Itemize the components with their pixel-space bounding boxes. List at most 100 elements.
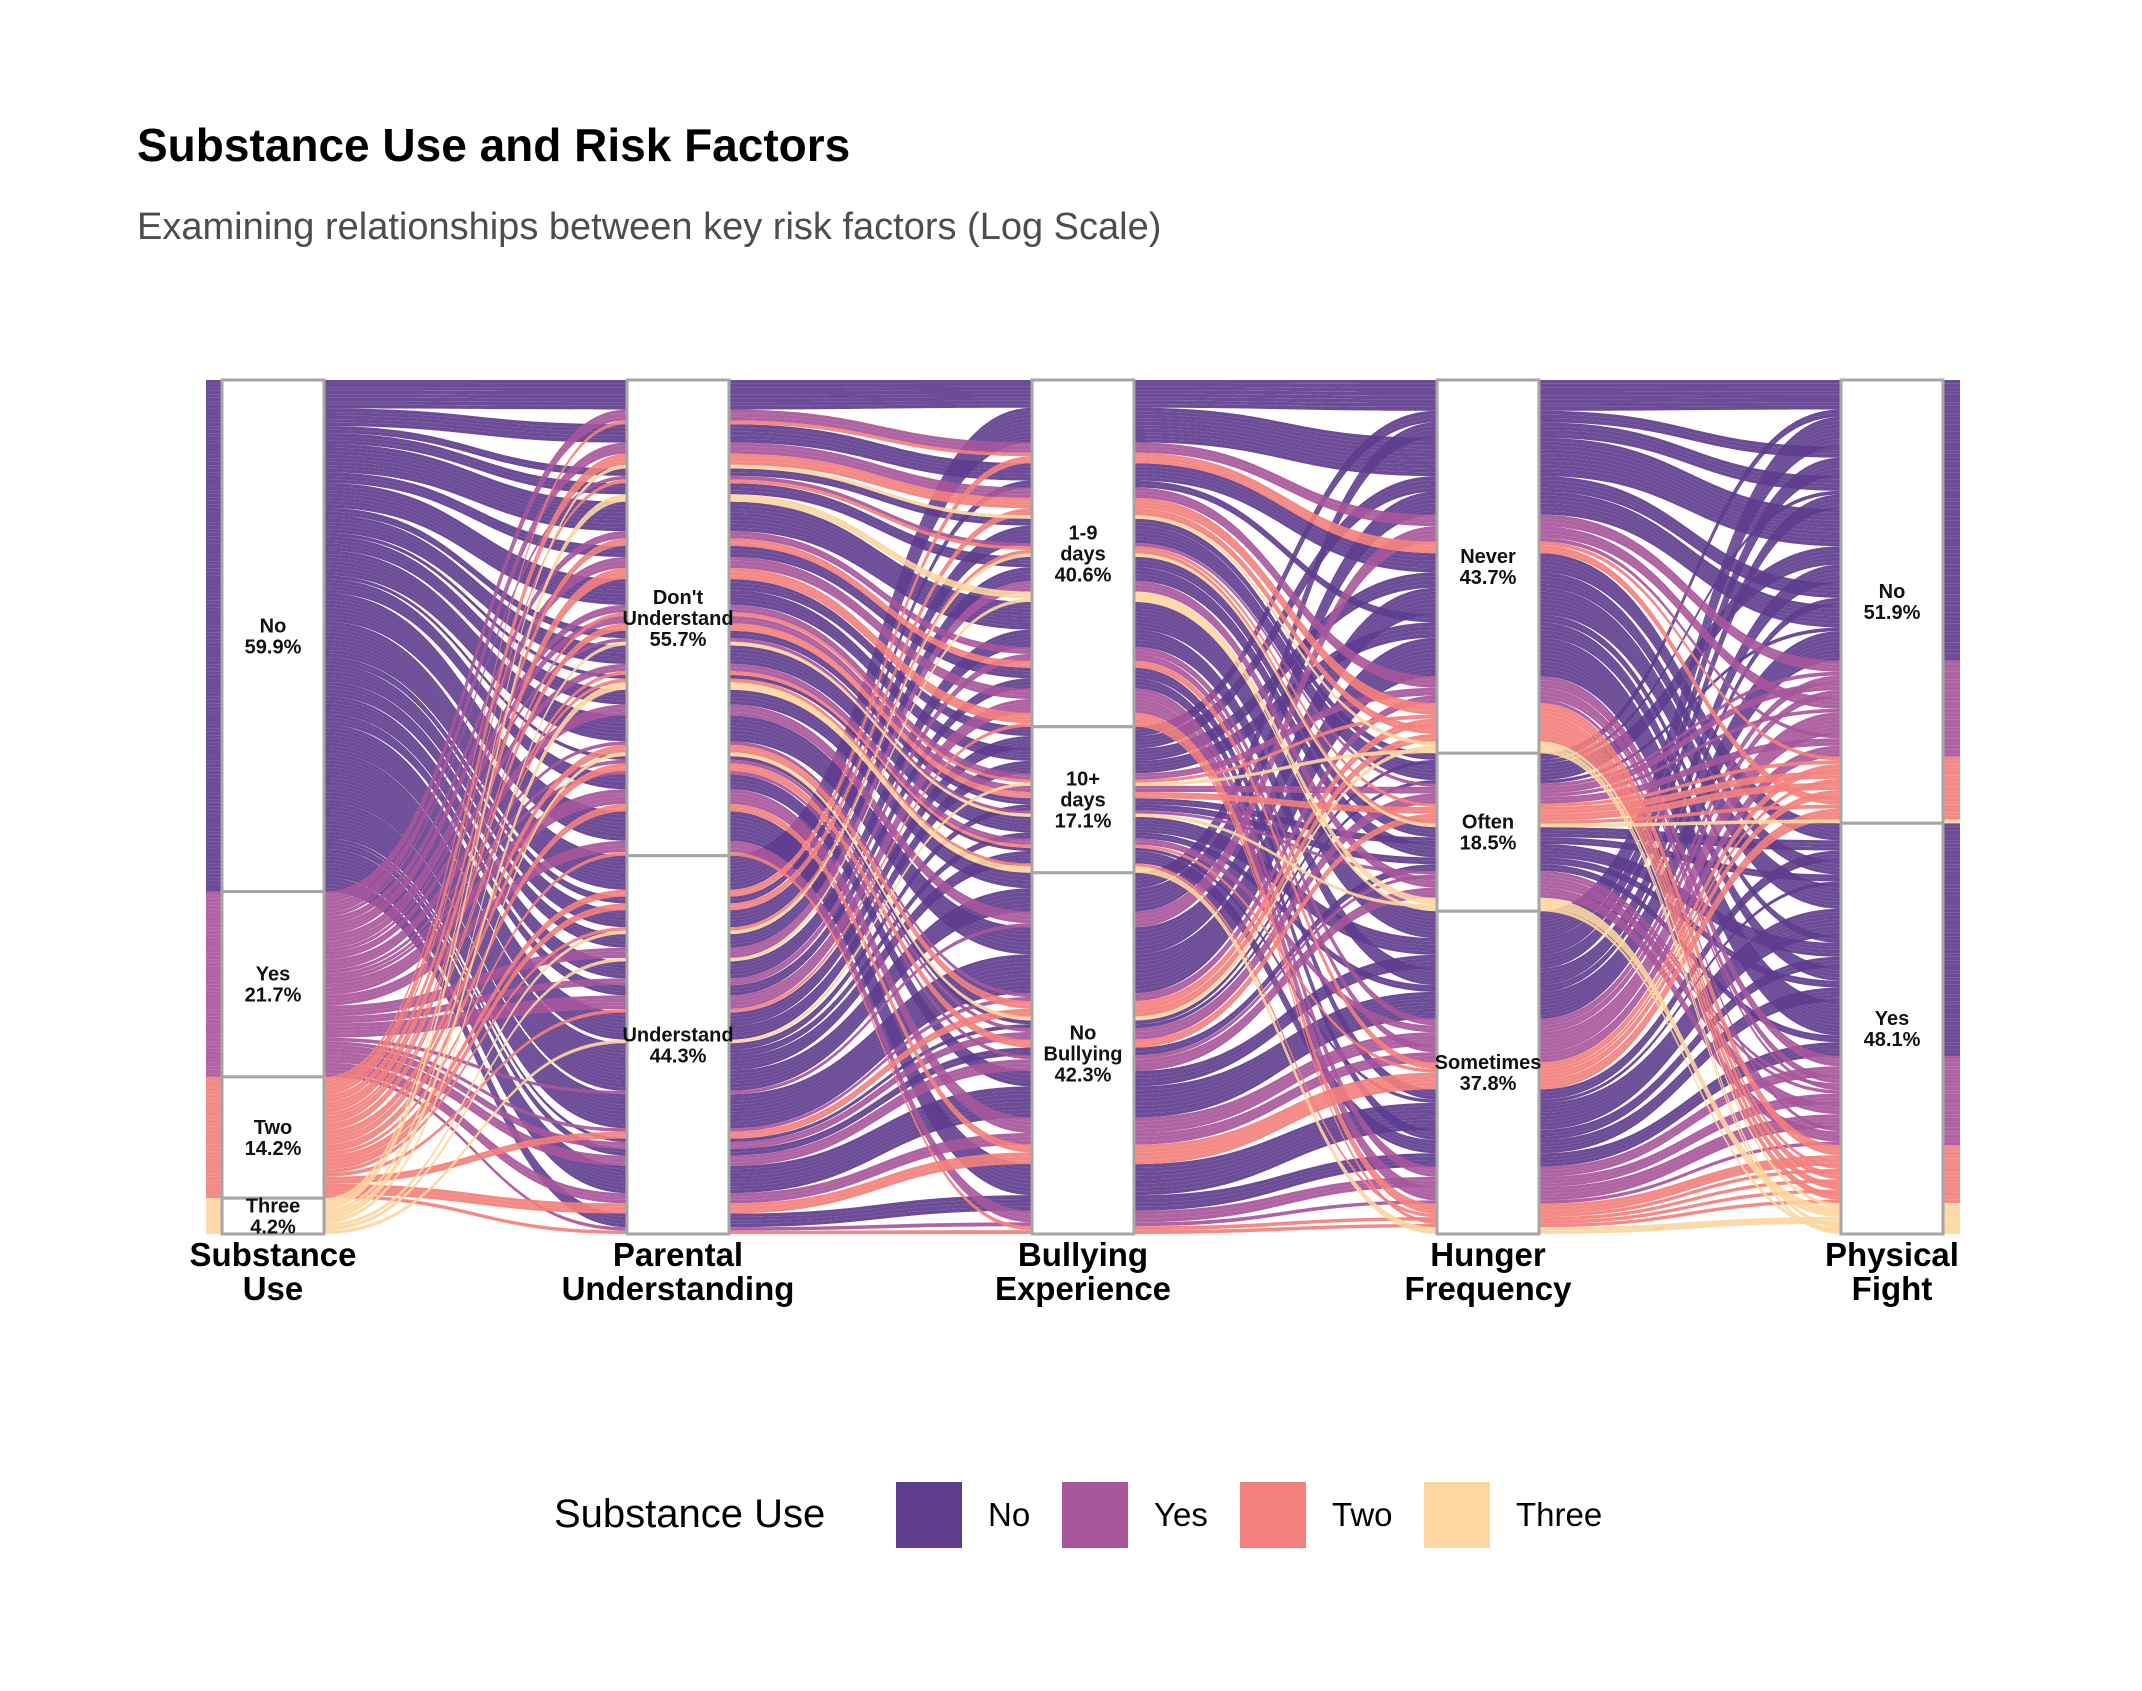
flow-ribbon [1134, 650, 1437, 1026]
edge-band [1943, 435, 1960, 440]
flow-ribbon [324, 575, 627, 760]
edge-band [1943, 524, 1960, 528]
flow-ribbon [324, 494, 627, 1206]
flow-ribbon [1134, 390, 1437, 396]
flow-ribbon [324, 450, 627, 913]
flow-ribbon [324, 1037, 627, 1095]
edge-band [1943, 1035, 1960, 1039]
edge-band [206, 756, 222, 761]
stratum-label: No 59.9% [245, 615, 302, 658]
edge-band [206, 831, 222, 835]
flow-ribbon [729, 789, 1032, 1122]
flow-ribbon [1134, 501, 1437, 711]
edge-band [1943, 568, 1960, 573]
edge-band [1943, 609, 1960, 613]
edge-band [206, 724, 222, 729]
edge-band [206, 806, 222, 810]
edge-band [206, 1162, 222, 1167]
edge-band [206, 870, 222, 874]
axis-label-layer: Substance Use Parental Understanding Bullyin… [190, 1236, 1959, 1307]
edge-band [1943, 775, 1960, 779]
flow-ribbon [324, 1066, 627, 1200]
flow-ribbon [1539, 907, 1841, 1231]
edge-band [1943, 932, 1960, 937]
flow-ribbon [1539, 1052, 1841, 1167]
edge-band [1943, 601, 1960, 606]
flow-ribbon [729, 539, 1032, 928]
flow-ribbon [324, 667, 627, 960]
flow-ribbon [1539, 894, 1841, 1142]
flow-ribbon [324, 507, 627, 635]
flow-ribbon [1539, 929, 1841, 1127]
edge-band [206, 1137, 222, 1142]
edge-band [206, 486, 222, 491]
flow-ribbon [1539, 503, 1841, 621]
flow-ribbon [1134, 411, 1437, 446]
flow-ribbon [1134, 477, 1437, 573]
edge-band [206, 518, 222, 523]
flow-ribbon [1134, 1032, 1437, 1122]
flow-ribbon [1539, 775, 1841, 814]
flow-ribbon [1134, 826, 1437, 952]
edge-band [206, 980, 222, 985]
edge-band [206, 568, 222, 572]
flow-ribbon [729, 634, 1032, 805]
flow-ribbon [1539, 1141, 1841, 1204]
edge-band [206, 571, 222, 576]
flow-ribbon [324, 550, 627, 720]
flow-ribbon [1539, 1042, 1841, 1157]
flow-ribbon [1539, 680, 1841, 1063]
flow-ribbon [1134, 386, 1437, 392]
stratum-box-substance-2 [220, 1075, 326, 1200]
flow-ribbon [1134, 432, 1437, 469]
edge-band [1943, 634, 1960, 639]
flow-ribbon [729, 686, 1032, 873]
flow-ribbon [729, 1063, 1032, 1163]
flow-ribbon [729, 923, 1032, 1095]
flow-ribbon [1134, 428, 1437, 465]
edge-band [1943, 627, 1960, 632]
flow-ribbon [324, 422, 627, 443]
flow-ribbon [1134, 421, 1437, 457]
edge-band [1943, 1042, 1960, 1046]
flow-ribbon [1539, 518, 1841, 669]
flow-ribbon [1134, 674, 1437, 1100]
flow-ribbon [729, 667, 1032, 845]
flow-ribbon [1134, 470, 1437, 565]
flow-ribbon [324, 429, 627, 476]
legend-label-three: Three [1516, 1496, 1603, 1533]
flow-ribbon [1134, 672, 1437, 994]
flow-ribbon [324, 851, 627, 1156]
flow-ribbon [1134, 719, 1437, 1214]
flow-ribbon [1134, 442, 1437, 519]
edge-band [1943, 953, 1960, 957]
flow-ribbon [729, 568, 1032, 717]
flow-ribbon [324, 838, 627, 1142]
flow-ribbon [729, 431, 1032, 474]
flow-ribbon [324, 394, 627, 399]
flow-ribbon [1134, 664, 1437, 986]
flow-ribbon [324, 841, 627, 1153]
edge-band [1943, 1052, 1960, 1056]
edge-band [1943, 1100, 1960, 1104]
edge-band [206, 443, 222, 448]
edge-band [206, 948, 222, 953]
edge-band [206, 1130, 222, 1134]
edge-band [1943, 857, 1960, 861]
edge-band [1943, 819, 1960, 824]
flow-ribbon [324, 457, 627, 1088]
flow-ribbon [1134, 494, 1437, 688]
edge-band [206, 777, 222, 782]
flow-ribbon [729, 697, 1032, 885]
flow-ribbon [1539, 522, 1841, 672]
flow-ribbon [1539, 657, 1841, 1019]
edge-band [206, 436, 222, 441]
flow-ribbon [1134, 556, 1437, 831]
edge-band [206, 578, 222, 583]
flow-ribbon [729, 698, 1032, 999]
edge-band [206, 429, 222, 434]
stratum-box-fight-0 [1839, 378, 1945, 825]
flow-ribbon [324, 1005, 627, 1038]
flow-ribbon [729, 1066, 1032, 1166]
edge-band [1943, 1165, 1960, 1169]
